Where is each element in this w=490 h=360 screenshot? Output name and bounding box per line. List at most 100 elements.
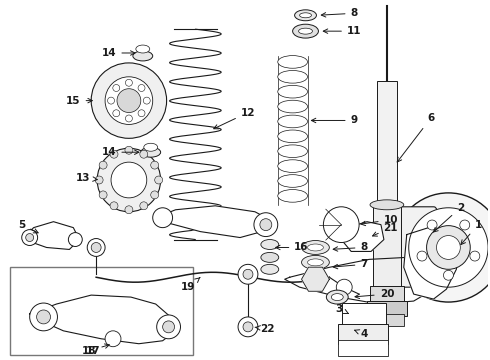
- Circle shape: [243, 322, 253, 332]
- Text: 21: 21: [372, 222, 398, 236]
- Ellipse shape: [261, 264, 279, 274]
- Circle shape: [125, 115, 132, 122]
- Ellipse shape: [370, 200, 404, 210]
- Circle shape: [125, 79, 132, 86]
- Ellipse shape: [308, 259, 323, 266]
- Circle shape: [37, 310, 50, 324]
- Text: 15: 15: [66, 96, 92, 105]
- Polygon shape: [404, 228, 460, 299]
- Text: 4: 4: [355, 329, 368, 339]
- Circle shape: [238, 264, 258, 284]
- Circle shape: [117, 89, 141, 113]
- Text: 17: 17: [86, 346, 100, 356]
- Circle shape: [260, 219, 272, 231]
- Text: 22: 22: [255, 324, 275, 334]
- Ellipse shape: [331, 294, 343, 301]
- Text: 20: 20: [355, 289, 394, 299]
- Circle shape: [427, 220, 437, 230]
- Circle shape: [125, 206, 133, 214]
- Circle shape: [138, 85, 145, 91]
- Circle shape: [110, 202, 118, 210]
- Text: 6: 6: [397, 113, 434, 162]
- Ellipse shape: [278, 85, 308, 98]
- Circle shape: [111, 162, 147, 198]
- FancyBboxPatch shape: [342, 303, 386, 327]
- Ellipse shape: [326, 290, 348, 304]
- Circle shape: [125, 146, 133, 154]
- Circle shape: [437, 235, 460, 260]
- Circle shape: [155, 176, 163, 184]
- Bar: [377, 81, 397, 210]
- Circle shape: [69, 233, 82, 247]
- Ellipse shape: [293, 24, 318, 38]
- Circle shape: [157, 315, 180, 339]
- Polygon shape: [285, 257, 437, 304]
- Bar: [370, 314, 404, 326]
- Ellipse shape: [278, 130, 308, 143]
- Circle shape: [323, 207, 359, 243]
- Ellipse shape: [278, 71, 308, 83]
- Ellipse shape: [308, 244, 323, 251]
- Text: 14: 14: [102, 48, 135, 58]
- FancyBboxPatch shape: [391, 207, 437, 287]
- Ellipse shape: [261, 239, 279, 249]
- Circle shape: [151, 161, 159, 169]
- Ellipse shape: [278, 115, 308, 128]
- Text: 19: 19: [181, 278, 200, 292]
- Text: 12: 12: [214, 108, 255, 129]
- Ellipse shape: [141, 147, 161, 157]
- Ellipse shape: [136, 45, 150, 53]
- Circle shape: [243, 269, 253, 279]
- Circle shape: [151, 191, 159, 199]
- Circle shape: [97, 148, 161, 212]
- Circle shape: [108, 97, 115, 104]
- Text: 18: 18: [82, 344, 109, 356]
- Circle shape: [25, 234, 34, 242]
- Circle shape: [113, 110, 120, 117]
- Text: 7: 7: [333, 259, 368, 269]
- Bar: [373, 205, 401, 289]
- Text: 14: 14: [102, 147, 139, 157]
- Text: 8: 8: [333, 243, 368, 252]
- FancyBboxPatch shape: [338, 340, 388, 356]
- Bar: [10, 267, 194, 355]
- Circle shape: [91, 243, 101, 252]
- Ellipse shape: [261, 252, 279, 262]
- Ellipse shape: [301, 240, 329, 255]
- Circle shape: [143, 97, 150, 104]
- Circle shape: [394, 193, 490, 302]
- Ellipse shape: [133, 51, 153, 61]
- Circle shape: [91, 63, 167, 138]
- Circle shape: [140, 150, 148, 158]
- Ellipse shape: [278, 100, 308, 113]
- Text: 16: 16: [276, 243, 309, 252]
- Text: 1: 1: [461, 220, 482, 244]
- Polygon shape: [301, 267, 329, 291]
- Circle shape: [138, 110, 145, 117]
- Circle shape: [105, 77, 153, 125]
- Circle shape: [336, 279, 352, 295]
- Circle shape: [409, 208, 488, 287]
- FancyBboxPatch shape: [338, 324, 388, 344]
- Circle shape: [30, 303, 57, 331]
- Circle shape: [153, 208, 172, 228]
- Circle shape: [87, 239, 105, 256]
- Bar: [370, 286, 404, 304]
- Polygon shape: [156, 206, 270, 238]
- Ellipse shape: [278, 145, 308, 158]
- Text: 10: 10: [361, 215, 398, 226]
- Circle shape: [22, 230, 38, 246]
- Bar: [367, 301, 407, 316]
- Ellipse shape: [299, 13, 312, 18]
- Text: 3: 3: [336, 304, 348, 314]
- Ellipse shape: [278, 160, 308, 172]
- Circle shape: [99, 161, 107, 169]
- Text: 2: 2: [434, 203, 464, 232]
- Ellipse shape: [294, 10, 317, 21]
- Circle shape: [140, 202, 148, 210]
- Ellipse shape: [301, 255, 329, 269]
- Circle shape: [110, 150, 118, 158]
- Ellipse shape: [278, 55, 308, 68]
- Circle shape: [238, 317, 258, 337]
- Ellipse shape: [278, 175, 308, 187]
